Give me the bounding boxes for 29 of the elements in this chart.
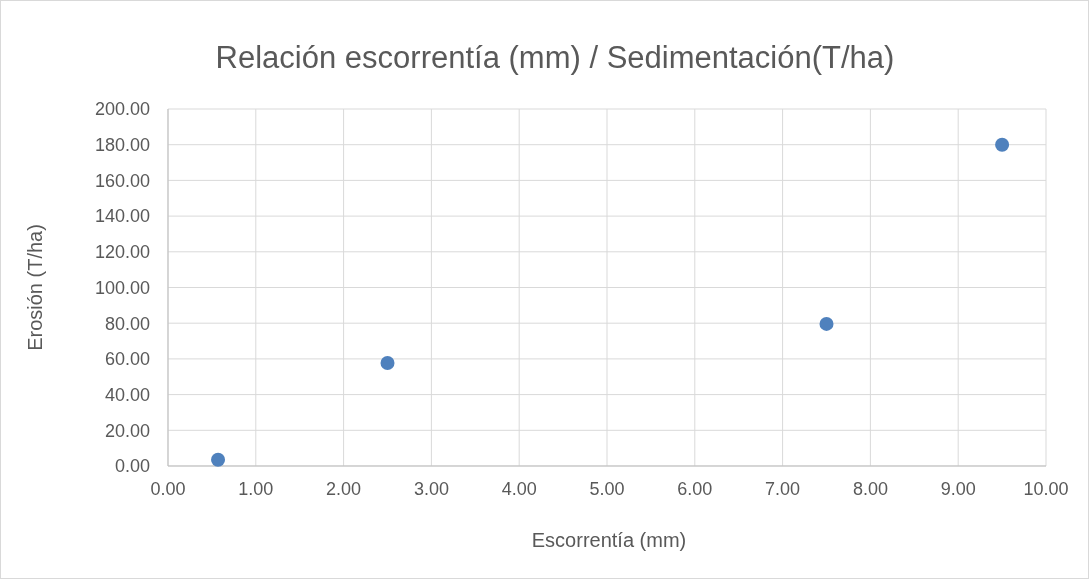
x-tick-label: 0.00 [150, 479, 186, 499]
y-axis-title: Erosión (T/ha) [24, 224, 46, 351]
y-tick-label: 120.00 [94, 242, 150, 263]
y-tick-label: 0.00 [114, 456, 150, 477]
point [995, 137, 1010, 152]
y-tick-label: 20.00 [104, 420, 150, 441]
y-tick-label: 100.00 [94, 277, 150, 298]
x-tick-label: 4.00 [501, 479, 537, 499]
chart-title: Relación escorrentía (mm) / Sedimentación(T/ha) [215, 40, 895, 75]
y-tick-label: 80.00 [104, 313, 150, 334]
x-axis-title: Escorrentía (mm) [531, 529, 687, 551]
point [819, 316, 834, 331]
point [211, 452, 226, 467]
x-tick-label: 7.00 [765, 479, 801, 499]
x-tick-label: 3.00 [413, 479, 449, 499]
point [380, 356, 395, 371]
x-tick-label: 10.00 [1023, 479, 1069, 499]
x-tick-label: 9.00 [940, 479, 976, 499]
y-tick-label: 160.00 [94, 170, 150, 191]
x-tick-label: 6.00 [677, 479, 713, 499]
y-tick-label: 40.00 [104, 384, 150, 405]
x-tick-label: 1.00 [238, 479, 274, 499]
x-tick-label: 5.00 [589, 479, 625, 499]
y-tick-label: 180.00 [94, 135, 150, 155]
y-tick-label: 60.00 [104, 349, 150, 370]
x-tick-label: 8.00 [852, 479, 888, 499]
y-tick-label: 200.00 [94, 99, 150, 120]
x-tick-label: 2.00 [326, 479, 362, 499]
y-tick-label: 140.00 [94, 206, 150, 227]
